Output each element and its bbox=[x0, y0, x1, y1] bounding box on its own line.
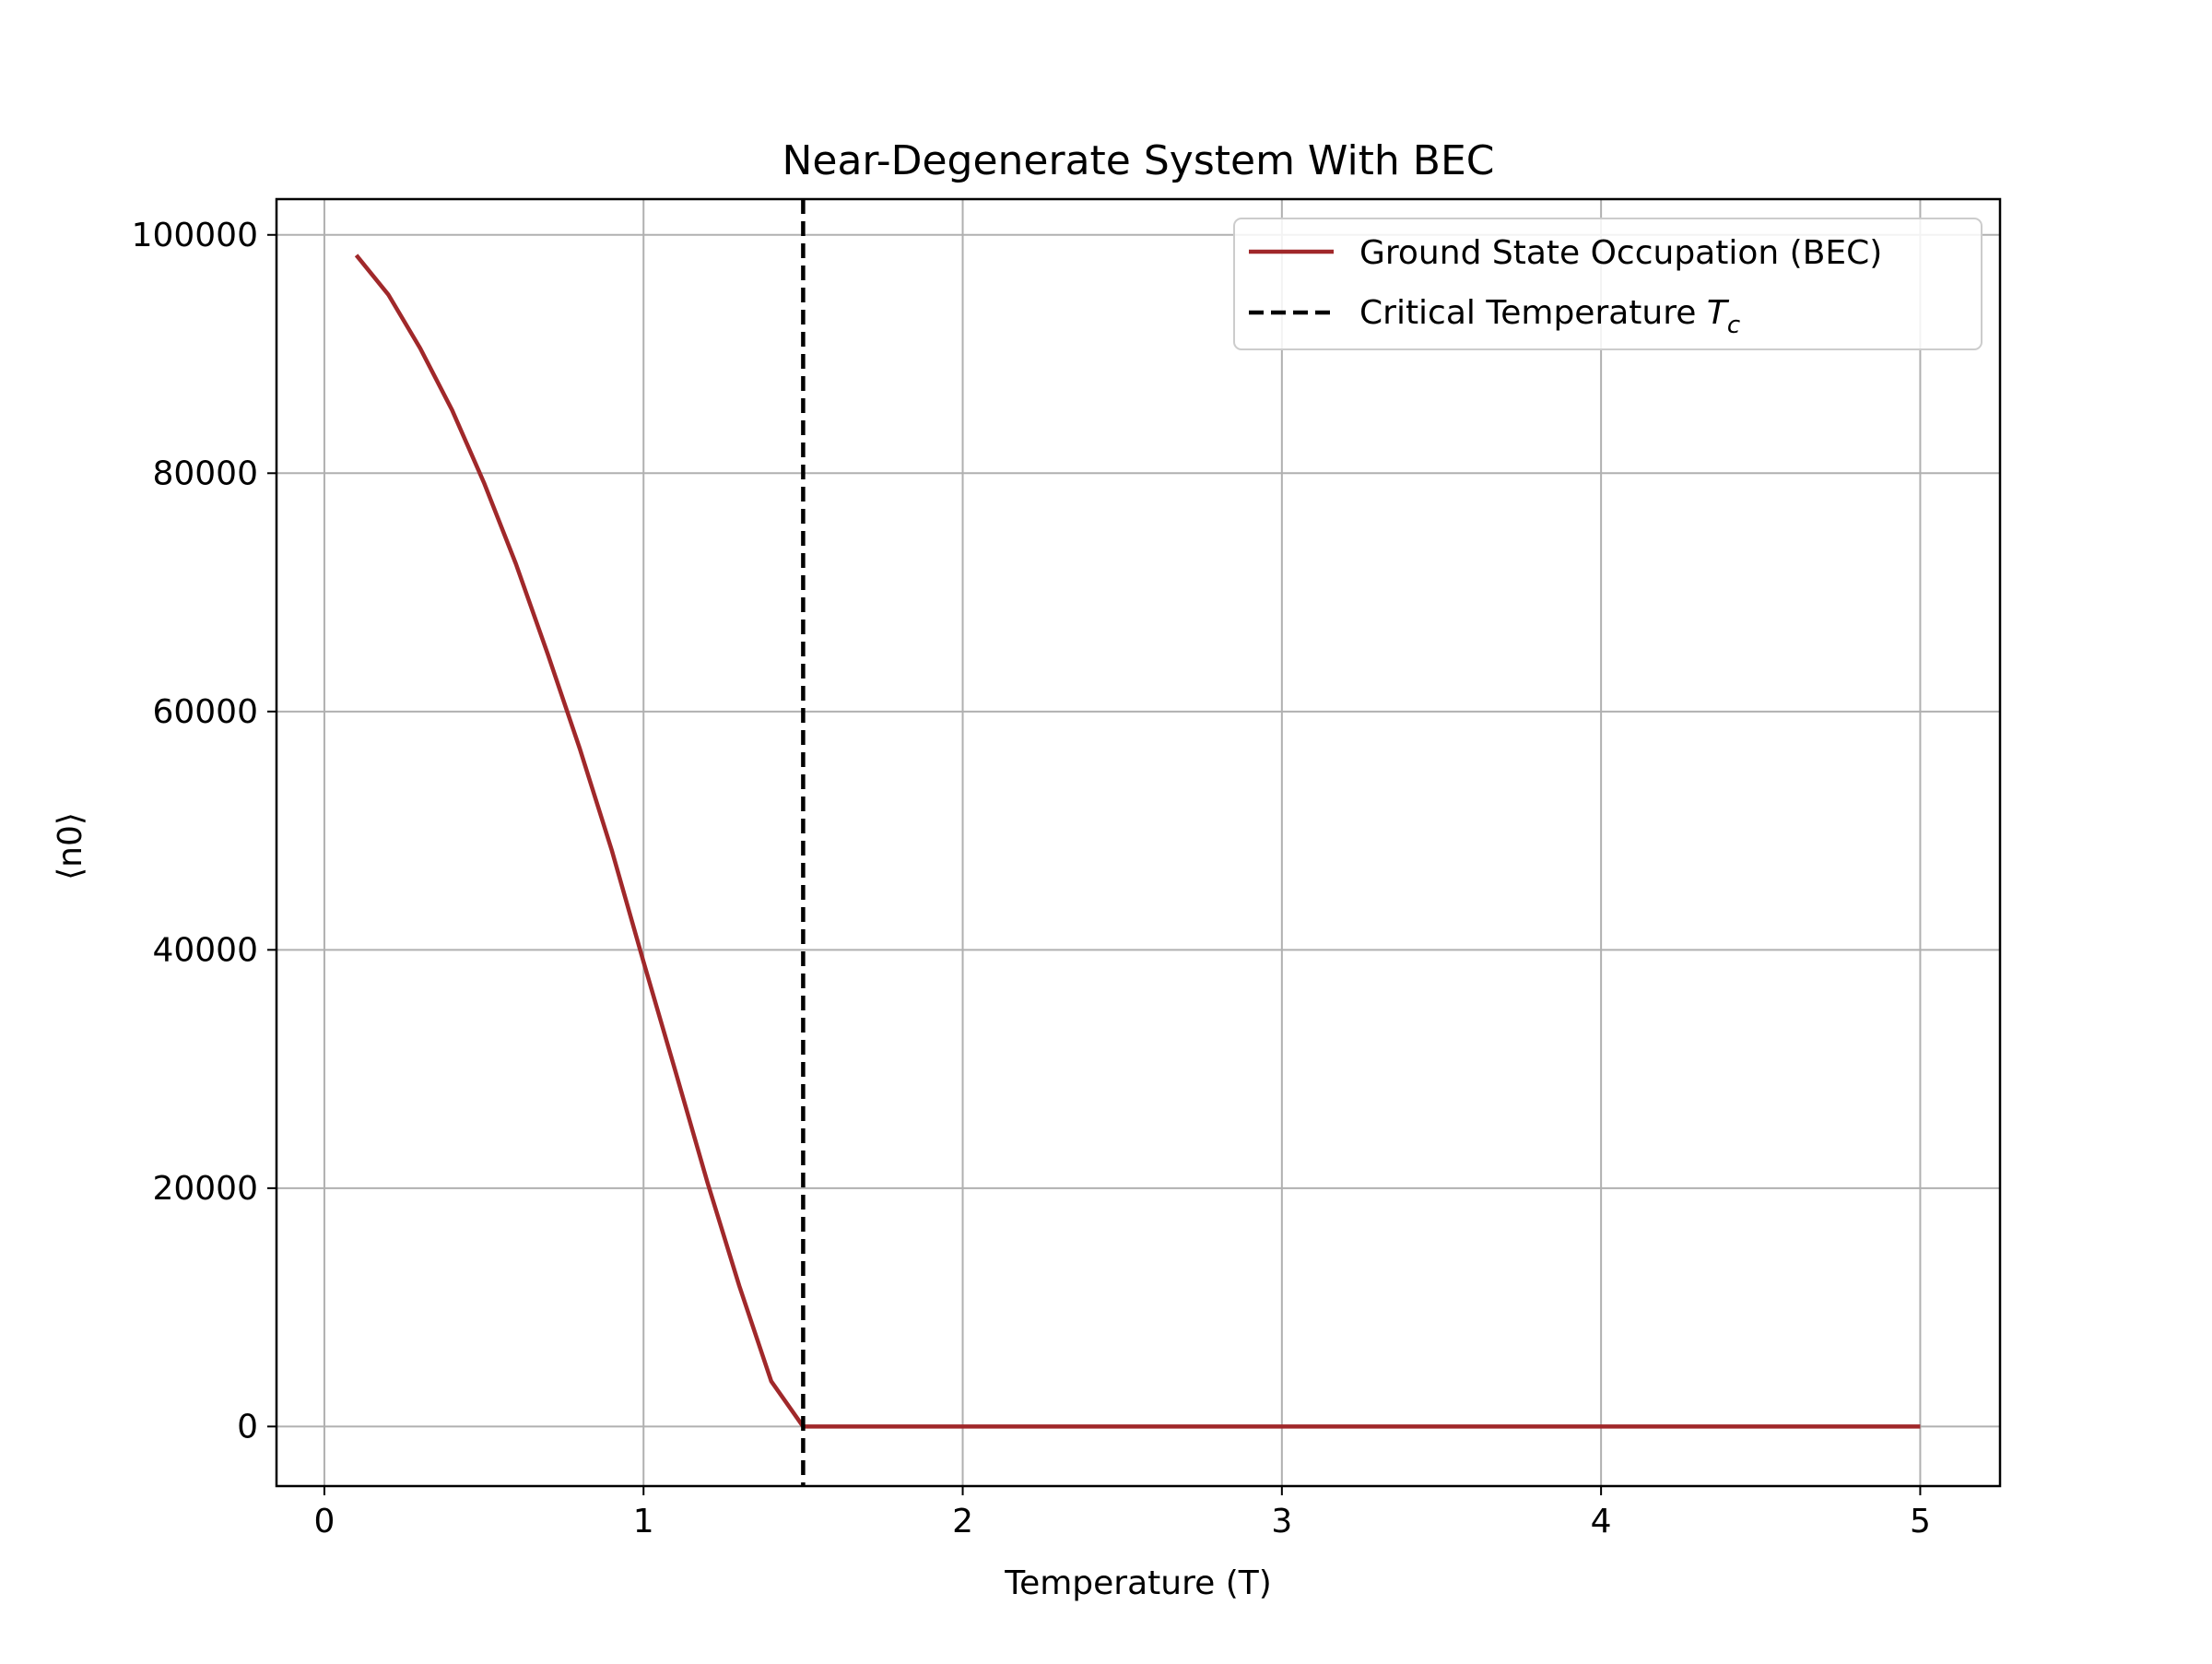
legend-label-critical-temperature: Critical Temperature Tc bbox=[1359, 294, 1740, 339]
x-axis-title: Temperature (T) bbox=[1004, 1564, 1272, 1602]
y-tick-label: 100000 bbox=[132, 217, 258, 254]
legend-frame bbox=[1233, 218, 1983, 350]
y-tick-label: 80000 bbox=[152, 454, 258, 492]
chart-title: Near-Degenerate System With BEC bbox=[782, 137, 1494, 184]
plot-frame bbox=[275, 197, 2002, 1488]
x-tick-label: 5 bbox=[1910, 1503, 1931, 1540]
y-tick-label: 40000 bbox=[152, 931, 258, 969]
x-tick-label: 3 bbox=[1271, 1503, 1292, 1540]
plot-layer bbox=[354, 199, 1921, 1486]
tick-layer: 0 1 2 3 4 5 0 20000 40000 60000 80000 100000 bbox=[132, 217, 1931, 1540]
legend-label-critical-temperature-text: Critical Temperature bbox=[1359, 294, 1696, 332]
legend-label-tc-symbol: T bbox=[1707, 294, 1730, 332]
y-tick-label: 20000 bbox=[152, 1170, 258, 1208]
legend: Ground State Occupation (BEC) Critical T… bbox=[1233, 218, 1983, 350]
y-axis-title: ⟨n0⟩ bbox=[52, 812, 89, 880]
grid-layer bbox=[276, 199, 2000, 1486]
y-tick-label: 0 bbox=[237, 1408, 258, 1446]
legend-label-tc-subscript: c bbox=[1727, 312, 1740, 339]
x-tick-label: 1 bbox=[633, 1503, 654, 1540]
x-tick-label: 0 bbox=[313, 1503, 335, 1540]
series-line-bec bbox=[354, 254, 1921, 1429]
y-tick-label: 60000 bbox=[152, 693, 258, 731]
x-tick-label: 2 bbox=[952, 1503, 973, 1540]
x-tick-label: 4 bbox=[1591, 1503, 1612, 1540]
legend-label-bec: Ground State Occupation (BEC) bbox=[1359, 234, 1882, 272]
